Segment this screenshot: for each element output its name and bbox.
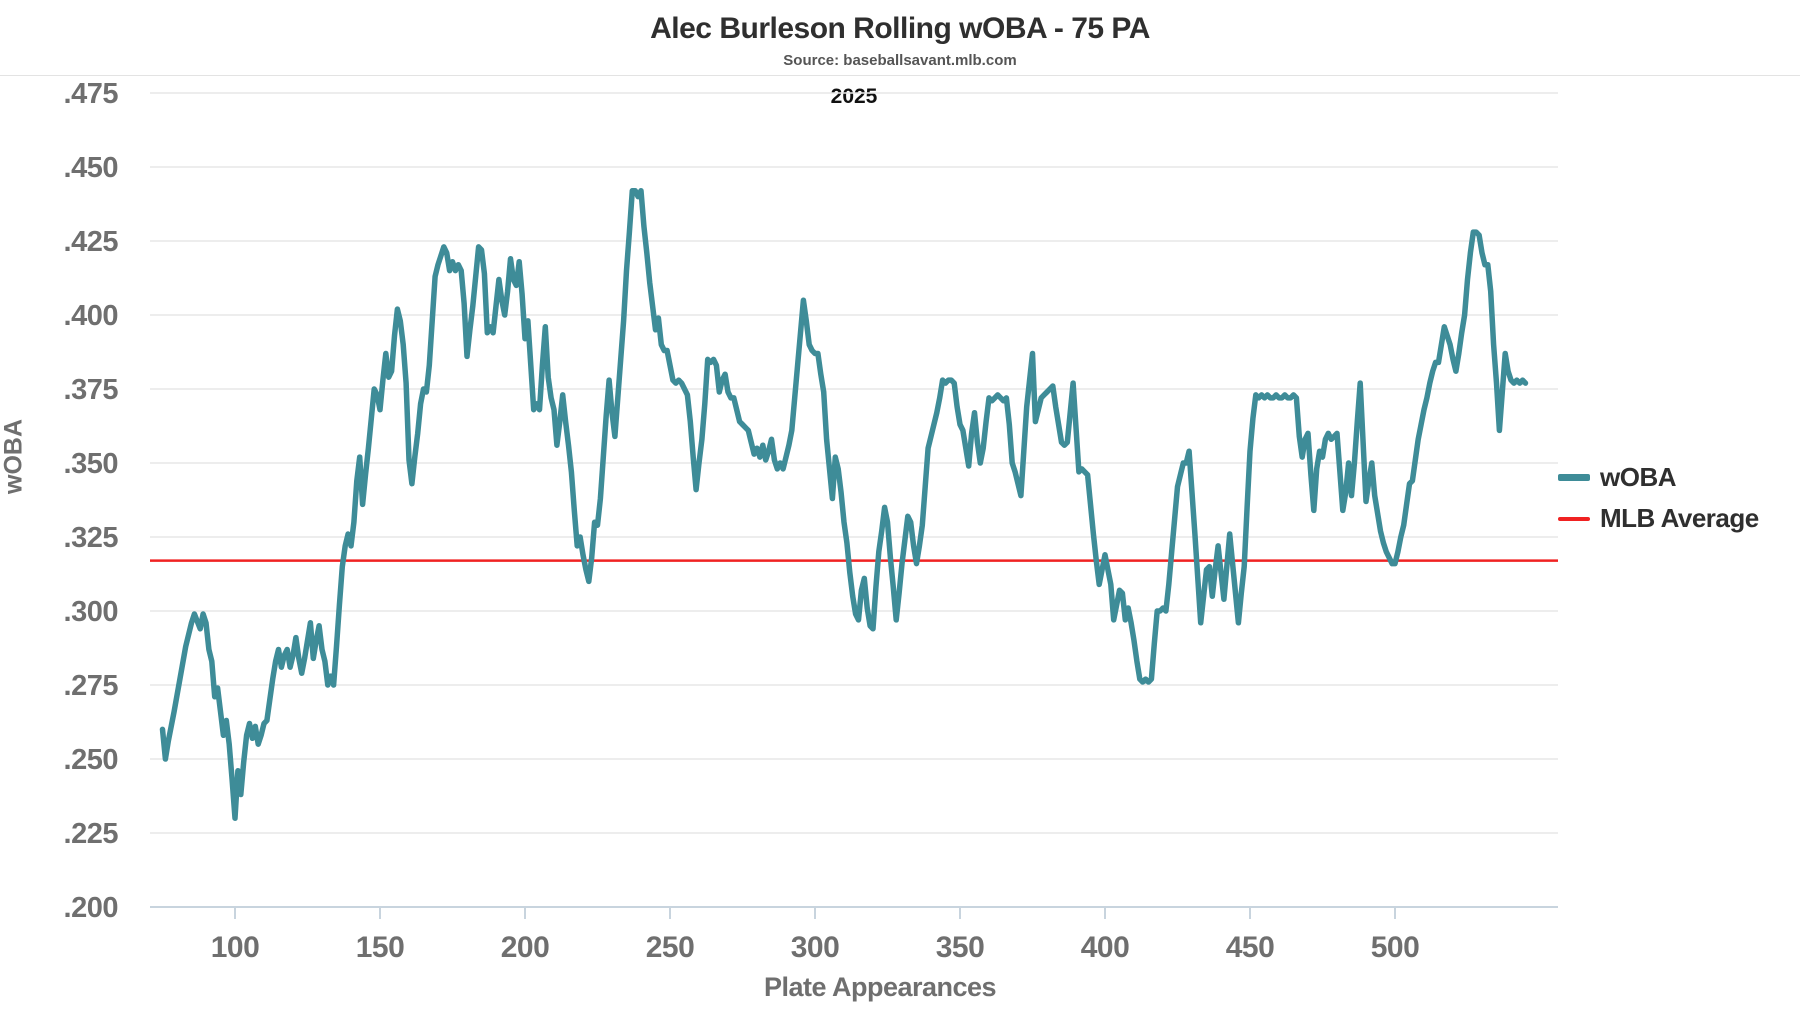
y-tick-label: .275 (64, 670, 119, 702)
x-tick-label: 300 (791, 931, 840, 964)
legend: wOBA MLB Average (1558, 462, 1759, 534)
x-tick-label: 100 (211, 931, 260, 964)
woba-line-swatch (1558, 474, 1590, 481)
chart-title: Alec Burleson Rolling wOBA - 75 PA (650, 12, 1150, 45)
facet-year-label: 2025 (830, 85, 878, 108)
legend-item-woba: wOBA (1558, 462, 1759, 493)
x-tick-label: 400 (1081, 931, 1130, 964)
facet-divider (0, 75, 1800, 76)
y-tick-label: .350 (64, 448, 118, 480)
x-tick-label: 350 (936, 931, 985, 964)
y-axis-title: wOBA (0, 419, 28, 494)
y-tick-label: .250 (64, 744, 118, 776)
x-tick-label: 250 (646, 931, 695, 964)
x-tick-label: 150 (356, 931, 405, 964)
legend-item-mlb-average: MLB Average (1558, 503, 1759, 534)
y-tick-label: .475 (64, 78, 119, 110)
y-tick-label: .225 (64, 818, 119, 850)
mlb-average-line-swatch (1558, 516, 1590, 521)
y-tick-label: .400 (64, 300, 118, 332)
x-axis-title: Plate Appearances (763, 972, 997, 1002)
y-tick-label: .450 (64, 152, 118, 184)
x-tick-label: 450 (1226, 931, 1275, 964)
y-tick-label: .300 (64, 596, 118, 628)
legend-label-mlb-average: MLB Average (1600, 503, 1759, 533)
y-tick-label: .200 (64, 892, 118, 924)
x-tick-label: 500 (1371, 931, 1420, 964)
legend-label-woba: wOBA (1600, 462, 1677, 492)
woba-line (159, 187, 1529, 821)
y-tick-label: .425 (64, 226, 119, 258)
y-tick-label: .325 (64, 522, 119, 554)
x-tick-label: 200 (501, 931, 550, 964)
y-tick-label: .375 (64, 374, 119, 406)
chart-source: Source: baseballsavant.mlb.com (783, 52, 1017, 69)
